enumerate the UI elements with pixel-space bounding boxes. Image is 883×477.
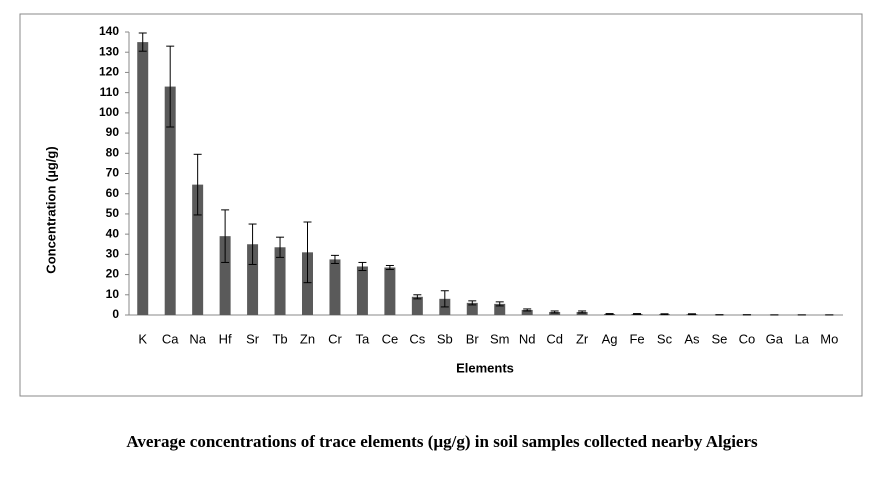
x-tick-label: Tb (272, 331, 287, 346)
error-bar (605, 313, 614, 315)
y-tick-label: 140 (99, 24, 119, 38)
y-tick-label: 100 (99, 105, 119, 119)
bar (384, 267, 396, 315)
error-bar (166, 45, 175, 128)
caption-title: Average concentrations of trace elements… (126, 432, 758, 451)
x-tick-label: La (795, 331, 810, 346)
bar (356, 266, 368, 315)
x-tick-label: Ca (162, 331, 179, 346)
x-tick-label: Zn (300, 331, 315, 346)
error-bar (578, 310, 587, 314)
x-tick-label: Ga (766, 331, 784, 346)
x-tick-label: Cs (409, 331, 425, 346)
x-tick-label: Ag (602, 331, 618, 346)
x-tick-label: Cd (546, 331, 563, 346)
bar (164, 86, 176, 315)
error-bar (468, 300, 477, 306)
error-bar (221, 209, 230, 263)
x-tick-label: Br (466, 331, 480, 346)
x-tick-label: Ce (382, 331, 399, 346)
x-tick-label: Se (711, 331, 727, 346)
x-tick-label: Sr (246, 331, 260, 346)
y-tick-label: 20 (106, 267, 120, 281)
bar (549, 311, 561, 315)
error-bar (495, 301, 504, 307)
error-bar (440, 290, 449, 308)
error-bar (303, 221, 312, 284)
chart-frame (19, 13, 863, 397)
x-axis-title: Elements (456, 360, 514, 375)
bar (521, 309, 533, 315)
bar (494, 303, 506, 315)
x-tick-label: Hf (219, 331, 232, 346)
x-tick-label: Fe (629, 331, 644, 346)
error-bar (523, 308, 532, 312)
y-tick-label: 40 (106, 226, 120, 240)
error-bar (138, 32, 147, 52)
x-tick-label: Sb (437, 331, 453, 346)
bar (247, 244, 259, 315)
x-tick-label: Nd (519, 331, 536, 346)
bar (466, 302, 478, 315)
error-bar (276, 236, 285, 258)
x-tick-label: Co (739, 331, 756, 346)
x-tick-label: Na (189, 331, 206, 346)
bar (329, 259, 341, 315)
error-bar (385, 264, 394, 271)
y-tick-label: 70 (106, 166, 120, 180)
error-bar (248, 223, 257, 265)
error-bar (660, 313, 669, 316)
bar (274, 247, 286, 315)
bar (302, 252, 313, 315)
error-bar (330, 254, 339, 264)
bar (576, 311, 588, 315)
x-tick-label: Sm (490, 331, 510, 346)
y-tick-label: 120 (99, 65, 119, 79)
error-bar (550, 310, 559, 314)
error-bar (358, 261, 367, 272)
y-tick-label: 60 (106, 186, 120, 200)
error-bar (633, 313, 642, 315)
x-tick-label: Ta (356, 331, 371, 346)
x-tick-label: Mo (820, 331, 838, 346)
bar (219, 236, 231, 315)
bar (192, 184, 204, 315)
error-bar (687, 313, 696, 316)
y-tick-label: 110 (100, 85, 120, 99)
y-axis-title: Concentration (µg/g) (43, 146, 58, 273)
error-bar (413, 294, 422, 300)
y-tick-label: 0 (112, 307, 119, 321)
bar (411, 296, 423, 315)
x-tick-label: K (138, 331, 147, 346)
y-tick-label: 10 (106, 287, 120, 301)
x-tick-label: Sc (657, 331, 673, 346)
x-tick-label: As (684, 331, 700, 346)
x-tick-label: Zr (576, 331, 589, 346)
y-tick-label: 30 (106, 247, 120, 261)
y-tick-label: 130 (99, 44, 119, 58)
x-tick-label: Cr (328, 331, 342, 346)
y-tick-label: 80 (106, 145, 120, 159)
bar (137, 42, 149, 315)
y-tick-label: 90 (106, 125, 120, 139)
y-tick-label: 50 (106, 206, 120, 220)
error-bar (193, 153, 202, 216)
